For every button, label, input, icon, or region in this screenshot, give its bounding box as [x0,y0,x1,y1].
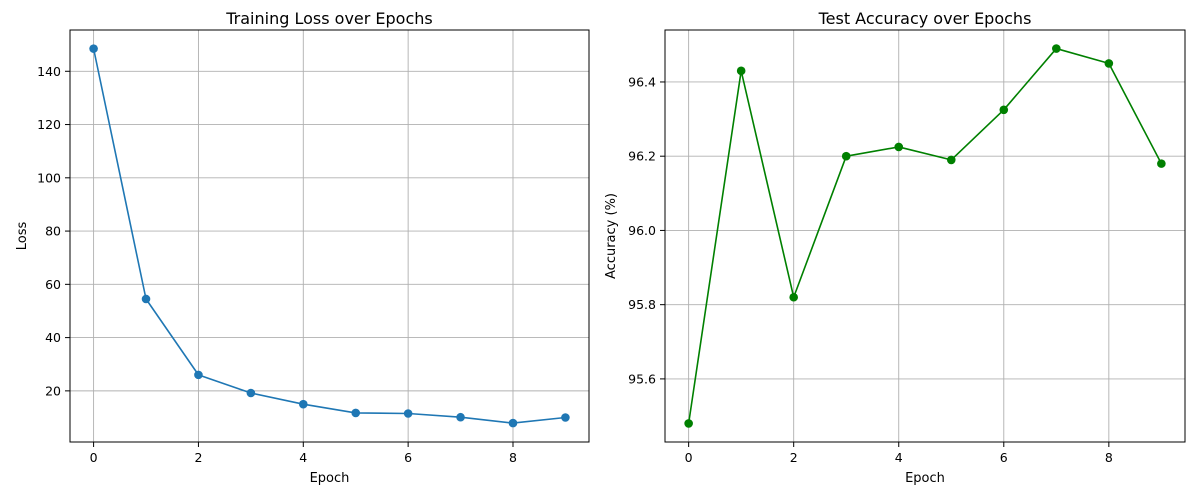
loss-x-axis-label: Epoch [310,471,350,486]
loss-data-point [141,294,151,304]
accuracy-x-axis-label: Epoch [905,471,945,486]
accuracy-x-tick-label: 0 [685,450,693,465]
loss-data-point [403,409,413,418]
accuracy-data-point [684,419,693,428]
loss-y-tick-label: 20 [45,383,61,398]
loss-chart: 0 2 4 6 8 20 40 60 80 100 120 140 Training Loss ove… [15,9,590,486]
loss-grid [70,30,589,442]
loss-x-tick-label: 8 [509,450,517,465]
loss-y-tick-label: 40 [45,330,61,345]
accuracy-ticks: 0 2 4 6 8 95.6 95.8 96.0 96.2 96.4 [628,74,1113,465]
loss-ticks: 0 2 4 6 8 20 40 60 80 100 120 140 [37,64,517,465]
accuracy-data-point [1157,159,1166,168]
accuracy-data-point [1052,44,1061,53]
loss-y-tick-label: 140 [37,64,61,79]
loss-y-tick-label: 100 [37,170,61,185]
loss-data-point [298,399,308,409]
accuracy-y-axis-label: Accuracy (%) [604,193,619,279]
accuracy-data-point [999,105,1009,115]
accuracy-chart: 0 2 4 6 8 95.6 95.8 96.0 96.2 96.4 Test Accuracy … [604,9,1186,486]
loss-data-point [508,418,518,428]
accuracy-y-tick-label: 96.2 [628,149,656,164]
accuracy-data-point [736,66,746,76]
accuracy-y-tick-label: 95.8 [628,297,656,312]
accuracy-y-tick-label: 96.0 [628,223,656,238]
accuracy-y-tick-label: 95.6 [628,371,656,386]
accuracy-plot-frame [664,29,1186,443]
accuracy-x-tick-label: 2 [790,450,798,465]
loss-x-tick-label: 2 [194,450,202,465]
loss-x-tick-label: 0 [90,450,98,465]
loss-data-point [89,44,98,53]
accuracy-data-point [894,142,904,152]
loss-x-tick-label: 6 [404,450,412,465]
loss-plot-frame [69,29,590,443]
accuracy-grid [665,30,1185,442]
loss-data-point [246,388,256,398]
accuracy-series [684,44,1166,428]
loss-y-tick-label: 120 [37,117,61,132]
accuracy-data-point [946,155,956,165]
accuracy-series-line [687,47,1163,424]
accuracy-data-point [1104,59,1114,68]
loss-series-line [92,48,566,424]
loss-y-tick-label: 80 [45,224,61,239]
accuracy-chart-title: Test Accuracy over Epochs [818,9,1032,28]
loss-data-point [194,370,203,380]
accuracy-data-point [789,292,798,302]
loss-data-point [456,412,465,422]
accuracy-data-point [841,151,851,161]
accuracy-x-tick-label: 6 [1000,450,1008,465]
loss-series [89,44,570,428]
loss-y-axis-label: Loss [15,222,30,251]
loss-y-tick-label: 60 [45,277,61,292]
accuracy-x-tick-label: 8 [1105,450,1113,465]
loss-data-point [561,413,570,422]
accuracy-x-tick-label: 4 [895,450,903,465]
accuracy-y-tick-label: 96.4 [628,74,656,89]
loss-x-tick-label: 4 [299,450,307,465]
loss-data-point [351,408,361,418]
loss-chart-title: Training Loss over Epochs [225,9,433,28]
